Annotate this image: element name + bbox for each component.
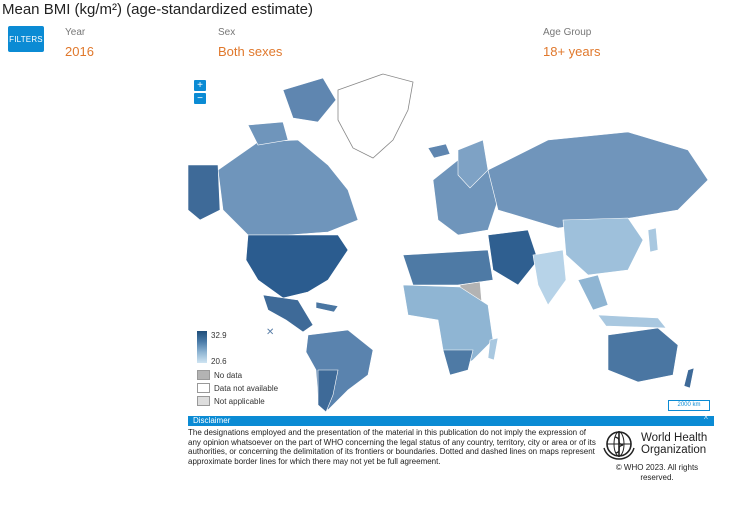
- alaska-shape[interactable]: [187, 164, 221, 221]
- filter-sex-value[interactable]: Both sexes: [218, 44, 283, 59]
- legend-color-scale: [197, 331, 207, 363]
- legend-swatch: [197, 396, 210, 406]
- who-copyright: © WHO 2023. All rights reserved.: [615, 463, 699, 482]
- disclaimer-text: The designations employed and the presen…: [188, 428, 596, 466]
- legend-item-no-data: No data: [197, 370, 242, 380]
- mexico-shape[interactable]: [262, 294, 314, 333]
- filter-sex[interactable]: Sex Both sexes: [218, 27, 282, 59]
- middle-east-shape[interactable]: [487, 229, 539, 286]
- south-asia-shape[interactable]: [532, 249, 567, 306]
- legend-item-data-not-available: Data not available: [197, 383, 278, 393]
- new-zealand-shape[interactable]: [683, 367, 695, 389]
- world-map-svg[interactable]: [187, 70, 714, 416]
- world-map[interactable]: [187, 70, 714, 416]
- arctic-islands-shape-2[interactable]: [247, 121, 289, 146]
- southern-africa-shape[interactable]: [442, 349, 474, 376]
- filter-age-group-label: Age Group: [543, 27, 592, 38]
- north-africa-shape[interactable]: [402, 249, 494, 286]
- australia-shape[interactable]: [607, 327, 679, 383]
- disclaimer-header[interactable]: Disclaimer ˄: [188, 415, 714, 426]
- legend-label: No data: [214, 370, 243, 380]
- close-icon[interactable]: ✕: [266, 327, 275, 338]
- russia-shape[interactable]: [487, 131, 709, 229]
- legend-min: 20.6: [211, 357, 227, 366]
- indonesia-shape[interactable]: [597, 314, 667, 329]
- who-emblem-icon: [603, 431, 635, 460]
- filters-button[interactable]: FILTERS: [8, 26, 44, 52]
- japan-shape[interactable]: [647, 227, 659, 253]
- south-america-shape[interactable]: [305, 329, 374, 411]
- legend-max: 32.9: [211, 331, 227, 340]
- southeast-asia-shape[interactable]: [577, 274, 609, 311]
- legend-label: Not applicable: [214, 396, 265, 406]
- zoom-in-button[interactable]: +: [194, 80, 206, 91]
- who-name-line2: Organization: [641, 444, 707, 456]
- who-branding: World Health Organization © WHO 2023. Al…: [600, 428, 714, 483]
- arctic-islands-shape[interactable]: [282, 77, 337, 123]
- legend-item-not-applicable: Not applicable: [197, 396, 265, 406]
- filter-age-group[interactable]: Age Group 18+ years: [543, 27, 600, 59]
- filter-age-group-value[interactable]: 18+ years: [543, 44, 601, 59]
- filter-year-value[interactable]: 2016: [65, 44, 94, 59]
- disclaimer-heading: Disclaimer: [193, 416, 231, 425]
- scandinavia-shape[interactable]: [457, 139, 489, 189]
- page-title: Mean BMI (kg/m²) (age-standardized estim…: [2, 1, 313, 18]
- legend-swatch: [197, 370, 210, 380]
- caribbean-shape[interactable]: [315, 301, 339, 313]
- madagascar-shape[interactable]: [487, 337, 499, 361]
- iceland-shape[interactable]: [427, 143, 451, 159]
- argentina-shape[interactable]: [317, 369, 339, 413]
- zoom-out-button[interactable]: −: [194, 93, 206, 104]
- filter-sex-label: Sex: [218, 27, 236, 38]
- chevron-up-icon[interactable]: ˄: [703, 415, 708, 422]
- china-shape[interactable]: [562, 217, 644, 276]
- usa-shape[interactable]: [245, 234, 349, 299]
- legend-label: Data not available: [214, 383, 279, 393]
- filter-year[interactable]: Year 2016: [65, 27, 94, 59]
- scale-bar: 2000 km: [668, 400, 710, 411]
- canada-shape[interactable]: [217, 139, 359, 236]
- filter-year-label: Year: [65, 27, 86, 38]
- legend-swatch: [197, 383, 210, 393]
- greenland-shape[interactable]: [337, 73, 414, 159]
- who-name-line1: World Health: [641, 432, 708, 444]
